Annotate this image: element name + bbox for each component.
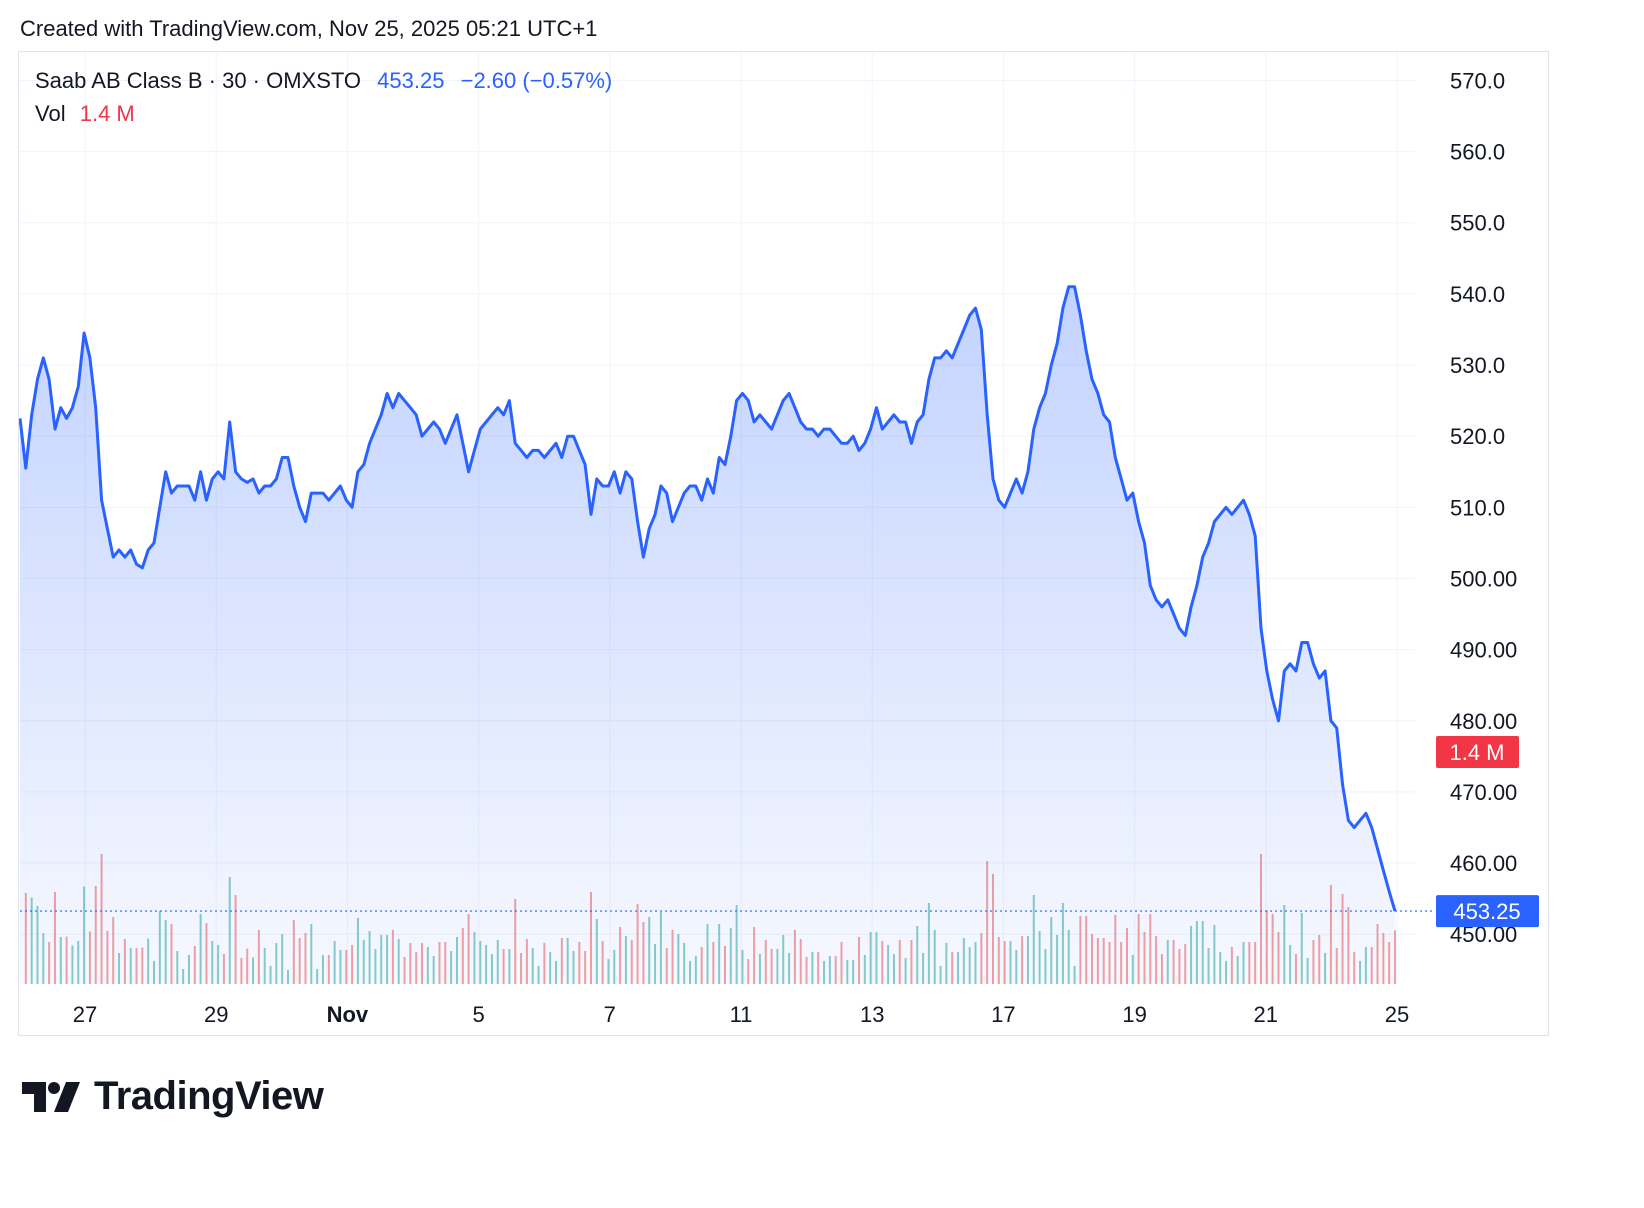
- legend-price: 453.25: [377, 68, 445, 93]
- price-line: [19, 285, 1397, 912]
- volume-value: 1.4 M: [79, 101, 135, 126]
- tradingview-logo-icon: [22, 1081, 80, 1112]
- symbol-legend[interactable]: Saab AB Class B · 30 · OMXSTO 453.25 −2.…: [35, 68, 612, 94]
- y-tick-label: 520.0: [1450, 424, 1505, 449]
- y-tick-label: 490.00: [1450, 638, 1517, 663]
- price-badge: [1436, 895, 1539, 928]
- x-tick-label: 27: [73, 1002, 97, 1027]
- y-tick-label: 540.0: [1450, 282, 1505, 307]
- price-badge-label: 453.25: [1453, 899, 1520, 924]
- y-tick-label: 460.00: [1450, 851, 1517, 876]
- y-tick-label: 500.00: [1450, 566, 1517, 591]
- tradingview-logo[interactable]: TradingView: [22, 1074, 324, 1119]
- x-tick-label: 7: [604, 1002, 616, 1027]
- symbol-title: Saab AB Class B · 30 · OMXSTO: [35, 68, 362, 93]
- x-tick-label: Nov: [327, 1002, 369, 1027]
- volume-label: Vol: [35, 101, 66, 126]
- x-tick-label: 13: [860, 1002, 884, 1027]
- volume-badge-label: 1.4 M: [1449, 740, 1504, 765]
- x-tick-label: 17: [991, 1002, 1015, 1027]
- x-tick-label: 29: [204, 1002, 228, 1027]
- chart-frame[interactable]: 570.0 560.0 550.0 540.0 530.0 520.0 510.0 500.0…: [18, 51, 1549, 1036]
- price-chart[interactable]: 570.0 560.0 550.0 540.0 530.0 520.0 510.0 500.0…: [19, 52, 1550, 1037]
- y-tick-label: 510.0: [1450, 495, 1505, 520]
- x-tick-label: 5: [472, 1002, 484, 1027]
- price-area-fill: [20, 286, 1395, 984]
- tradingview-logo-text: TradingView: [94, 1074, 324, 1118]
- x-tick-label: 19: [1122, 1002, 1146, 1027]
- x-tick-label: 25: [1385, 1002, 1409, 1027]
- y-tick-label: 480.00: [1450, 709, 1517, 734]
- chart-watermark-header: Created with TradingView.com, Nov 25, 20…: [20, 16, 598, 41]
- volume-badge: [1436, 736, 1519, 768]
- legend-change: −2.60 (−0.57%): [460, 68, 613, 93]
- y-tick-label: 530.0: [1450, 353, 1505, 378]
- x-tick-label: 21: [1254, 1002, 1278, 1027]
- y-tick-label: 470.00: [1450, 780, 1517, 805]
- y-tick-label: 560.0: [1450, 140, 1505, 165]
- x-tick-label: 11: [730, 1002, 753, 1027]
- y-tick-label: 550.0: [1450, 211, 1505, 236]
- y-tick-label: 570.0: [1450, 68, 1505, 93]
- volume-legend[interactable]: Vol 1.4 M: [35, 101, 135, 127]
